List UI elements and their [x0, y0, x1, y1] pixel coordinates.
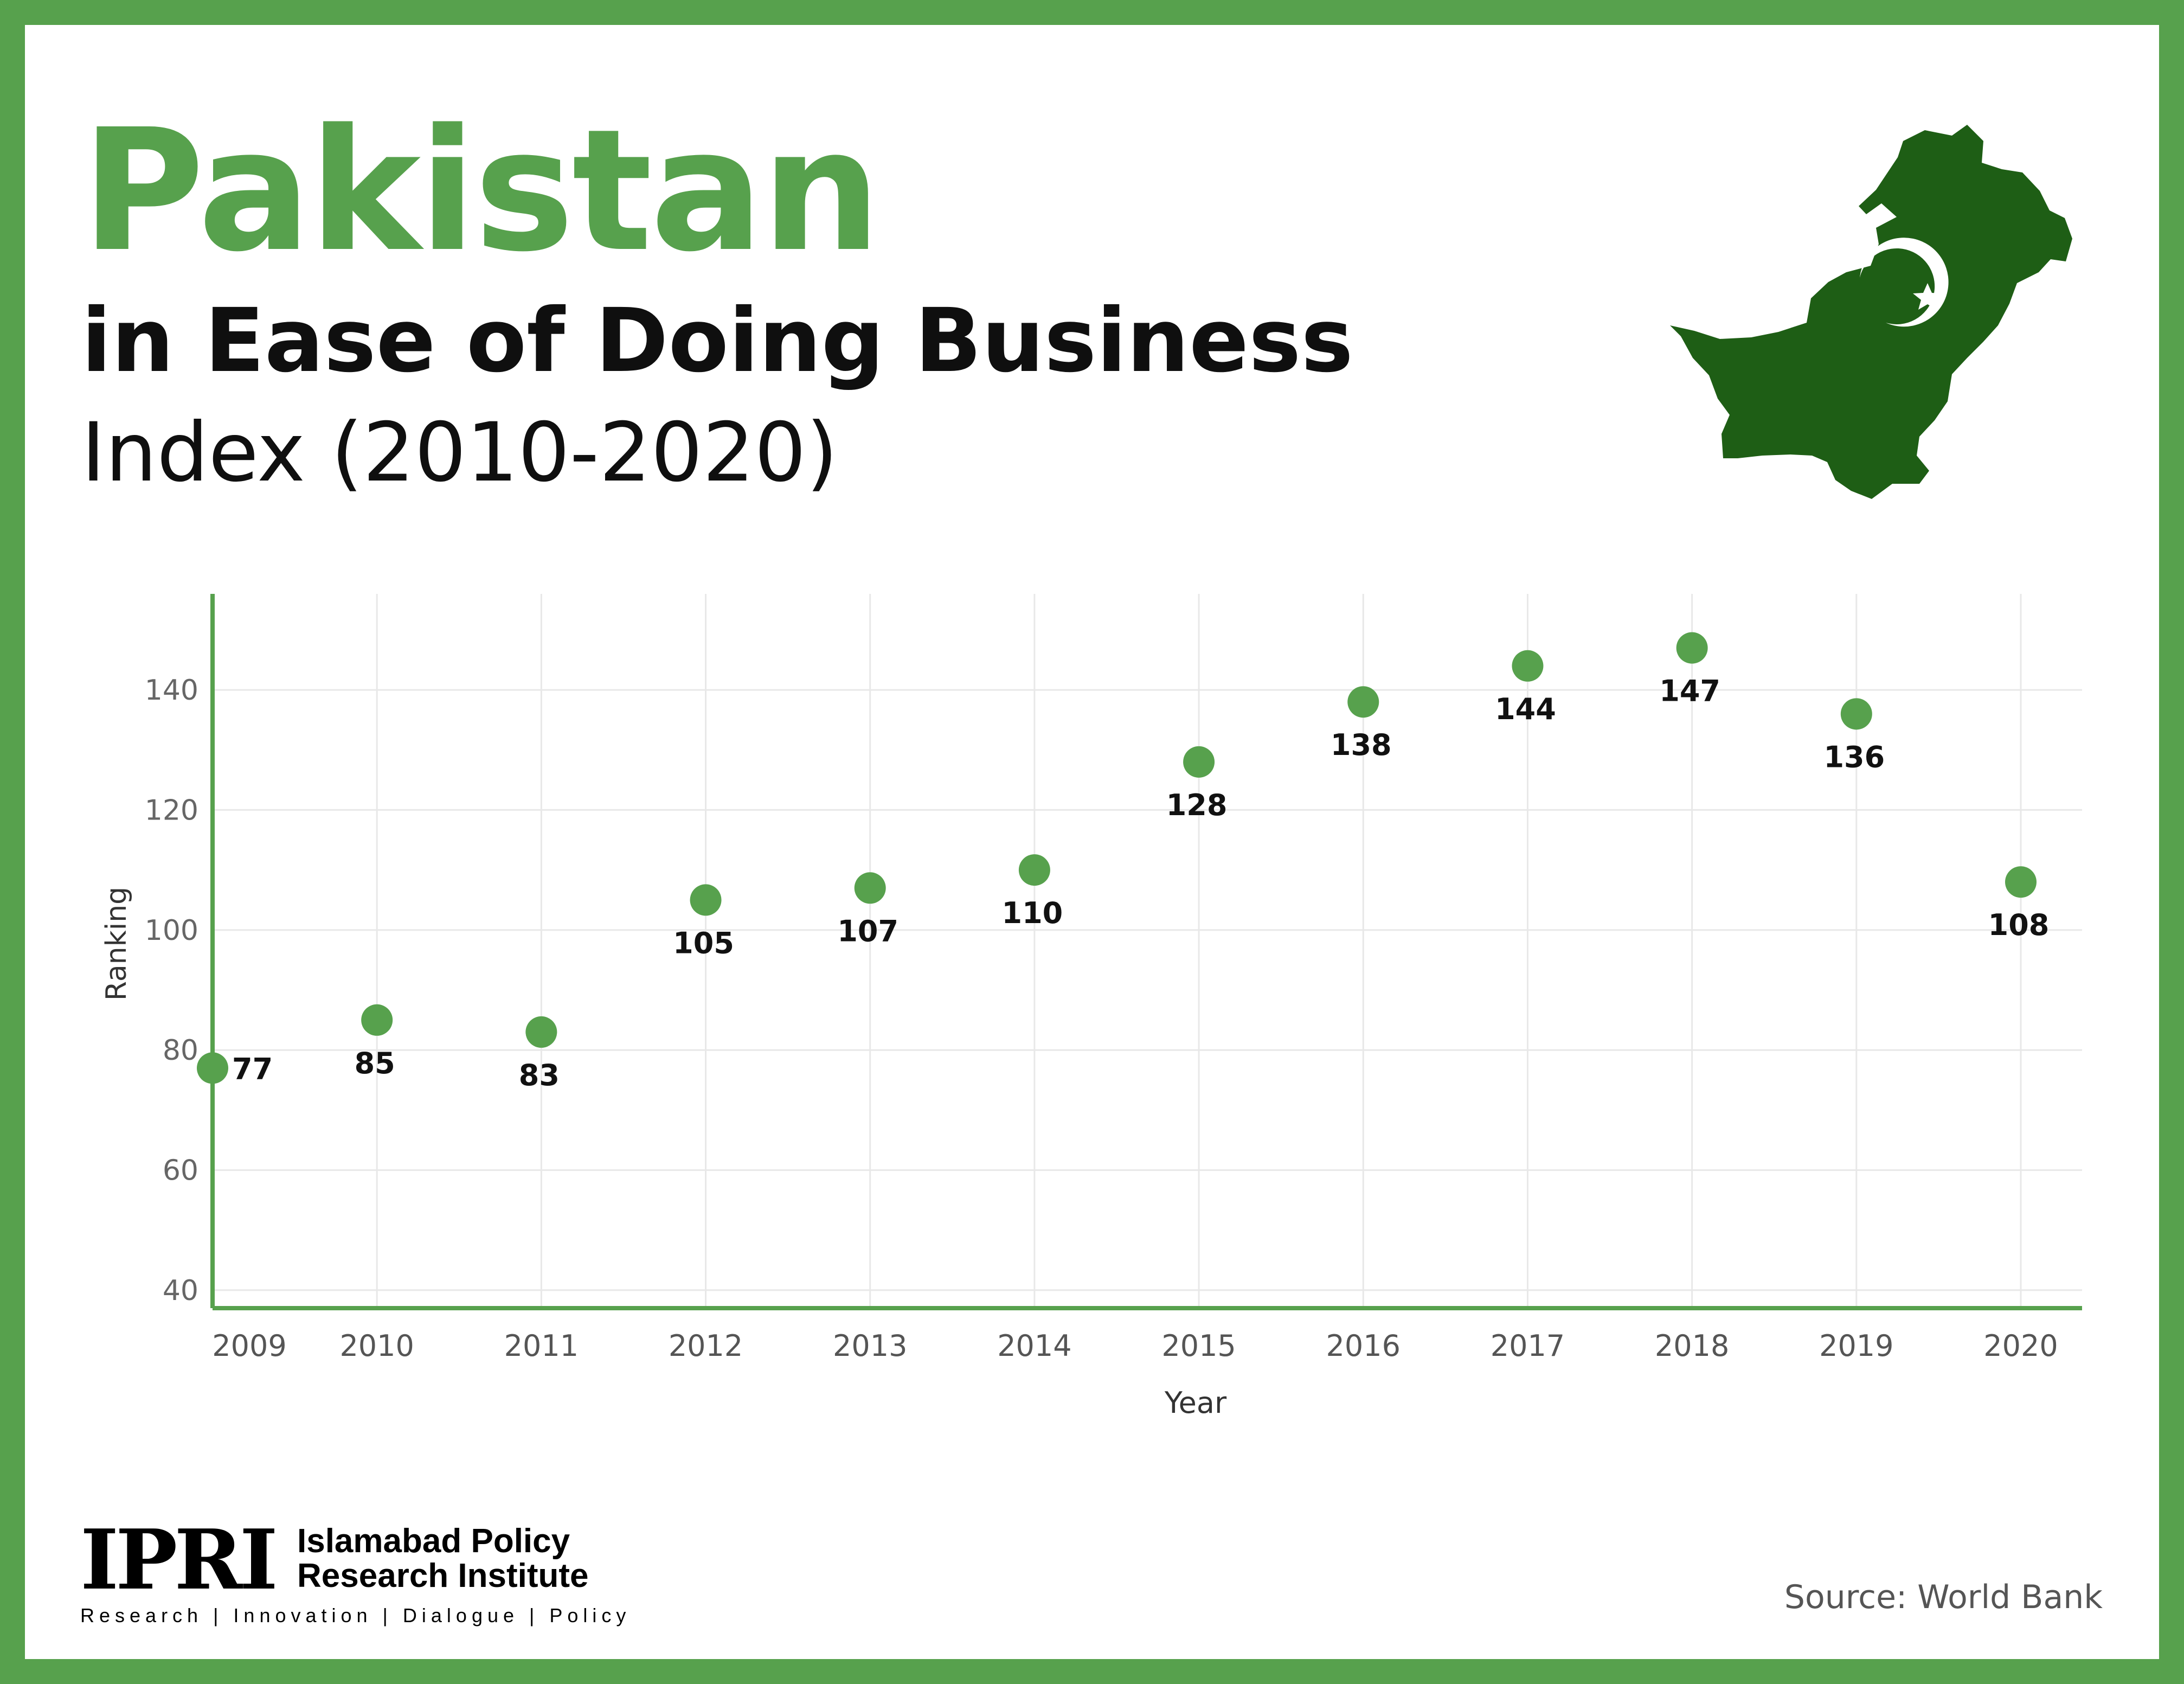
grid-layer [213, 594, 2082, 1308]
data-point [1018, 854, 1050, 886]
axis-layer [210, 594, 2082, 1310]
y-axis-title: Ranking [100, 887, 133, 1001]
data-point [690, 884, 722, 916]
crescent-icon [1860, 238, 1949, 327]
data-label: 110 [1002, 896, 1063, 930]
star-icon [1913, 283, 1942, 310]
pakistan-map-shape [1670, 125, 2072, 499]
x-tick-label: 2015 [1161, 1329, 1236, 1363]
x-axis-title: Year [1164, 1386, 1227, 1420]
data-label: 128 [1166, 788, 1228, 822]
logo-mark: IPRI [80, 1511, 278, 1608]
data-label: 83 [519, 1058, 560, 1092]
data-point [1183, 746, 1215, 778]
x-tick-label: 2020 [1983, 1329, 2058, 1363]
pakistan-map-icon [1670, 125, 2072, 499]
x-tick-label: 2014 [997, 1329, 1071, 1363]
y-tick-labels: 40 60 80 100 120 140 [145, 674, 198, 1307]
source-note: Source: World Bank [1784, 1578, 2103, 1616]
data-point [1347, 686, 1379, 718]
logo-name: Islamabad Policy Research Institute [297, 1522, 589, 1595]
data-label: 77 [232, 1052, 273, 1086]
data-label: 144 [1495, 692, 1556, 726]
data-point [1676, 632, 1708, 664]
x-tick-labels: 2009 2010 2011 2012 2013 2014 2015 2016 2017 2018… [212, 1329, 2058, 1363]
data-label: 85 [355, 1046, 395, 1080]
x-tick-label: 2018 [1655, 1329, 1729, 1363]
logo-tagline: Research | Innovation | Dialogue | Polic… [80, 1604, 631, 1627]
x-tick-label: 2016 [1326, 1329, 1401, 1363]
x-tick-label: 2011 [504, 1329, 579, 1363]
x-tick-label: 2013 [833, 1329, 907, 1363]
data-labels: 77 85 83 105 107 110 128 138 144 147 136 108 [232, 674, 2049, 1092]
page-title: Pakistan [81, 93, 881, 289]
data-points [197, 632, 2037, 1084]
data-point [525, 1016, 557, 1048]
page-subtitle-index: Index (2010-2020) [81, 406, 838, 500]
data-label: 136 [1823, 740, 1885, 774]
data-point [197, 1052, 228, 1084]
data-label: 107 [837, 914, 898, 948]
y-tick-label: 60 [163, 1154, 198, 1187]
y-tick-label: 140 [145, 674, 198, 707]
page-subtitle: in Ease of Doing Business [81, 290, 1353, 392]
data-label: 147 [1659, 674, 1720, 708]
data-label: 108 [1988, 908, 2050, 942]
data-label: 138 [1331, 728, 1392, 762]
data-point [1512, 650, 1544, 682]
ipri-logo: IPRI Islamabad Policy Research Institute… [80, 1511, 626, 1627]
data-point [2005, 866, 2037, 898]
x-tick-label: 2019 [1819, 1329, 1893, 1363]
y-tick-label: 120 [145, 794, 198, 827]
x-tick-label: 2012 [669, 1329, 743, 1363]
x-tick-label: 2017 [1491, 1329, 1565, 1363]
data-point [1840, 698, 1872, 730]
y-tick-label: 100 [145, 914, 198, 947]
x-tick-label: 2010 [339, 1329, 414, 1363]
y-tick-label: 80 [163, 1034, 198, 1067]
x-tick-label: 2009 [212, 1329, 286, 1363]
data-point [361, 1004, 393, 1036]
data-label: 105 [673, 926, 734, 960]
y-tick-label: 40 [163, 1275, 198, 1307]
data-point [854, 872, 886, 904]
